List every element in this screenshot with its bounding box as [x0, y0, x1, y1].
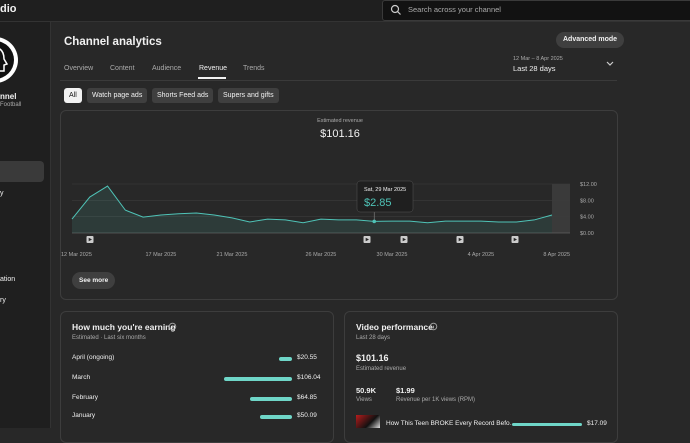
- revenue-card: [60, 110, 618, 300]
- x-tick-label: 21 Mar 2025: [217, 252, 248, 258]
- tooltip-point: [372, 219, 377, 224]
- card-subtitle: Last 28 days: [356, 335, 391, 341]
- date-label[interactable]: Last 28 days: [513, 64, 556, 73]
- tab[interactable]: Audience: [152, 65, 182, 72]
- tooltip-box: [356, 180, 414, 213]
- earnings-value-label: $106.04: [297, 374, 321, 381]
- tab[interactable]: Overview: [64, 65, 94, 72]
- video-marker-icon: [458, 237, 462, 242]
- search-placeholder: Search across your channel: [408, 5, 501, 14]
- card-title: How much you're earning: [72, 322, 176, 332]
- revenue-area: [72, 186, 552, 233]
- sidebar-item[interactable]: ation: [0, 276, 16, 283]
- search-icon: [390, 4, 401, 15]
- earnings-bar: [250, 396, 292, 401]
- earnings-bar: [278, 356, 292, 361]
- views-value: 50.9K: [356, 386, 377, 395]
- earnings-value-label: $20.55: [297, 354, 317, 361]
- x-tick-label: 4 Apr 2025: [468, 252, 495, 258]
- search-box[interactable]: [382, 0, 690, 21]
- revenue-value: $101.16: [356, 353, 389, 363]
- see-more-button[interactable]: See more: [72, 272, 116, 289]
- selected-day-band: [552, 184, 570, 233]
- rpm-value: $1.99: [396, 386, 415, 395]
- video-title[interactable]: How This Teen BROKE Every Record Befo…: [386, 420, 517, 427]
- earnings-bar: [224, 376, 292, 381]
- sidebar: [0, 22, 51, 428]
- tooltip-value: $2.85: [364, 197, 392, 209]
- revenue-chart: Estimated revenue $101.16 $0.00 $4.00 $8.00 $…: [61, 118, 597, 258]
- dropdown-arrow[interactable]: [605, 60, 615, 68]
- chart-total: $101.16: [320, 128, 360, 140]
- filter-chip[interactable]: Watch page ads: [87, 88, 148, 103]
- revenue-label: Estimated revenue: [356, 366, 407, 372]
- y-tick-label: $12.00: [580, 182, 597, 188]
- sidebar-active-item[interactable]: [0, 161, 44, 182]
- channel-name: nnel: [0, 92, 17, 101]
- date-range: 12 Mar – 8 Apr 2025: [513, 56, 563, 62]
- earnings-category: March: [72, 374, 91, 381]
- filter-chip[interactable]: Shorts Feed ads: [152, 88, 214, 103]
- tooltip-date: Sat, 29 Mar 2025: [364, 187, 406, 193]
- earnings-bar: [259, 414, 292, 419]
- x-tick-label: 30 Mar 2025: [377, 252, 408, 258]
- x-tick-label: 26 Mar 2025: [305, 252, 336, 258]
- info-icon[interactable]: [429, 322, 438, 331]
- y-tick-label: $8.00: [580, 198, 594, 204]
- tab[interactable]: Revenue: [199, 65, 228, 72]
- logo: dio: [0, 3, 17, 15]
- filter-chip[interactable]: All: [64, 88, 82, 103]
- filter-chip[interactable]: Supers and gifts: [218, 88, 279, 103]
- channel-subtitle: Football: [0, 102, 22, 108]
- info-icon[interactable]: [168, 322, 177, 331]
- x-tick-label: 12 Mar 2025: [61, 252, 92, 258]
- video-revenue-bar: [512, 423, 582, 426]
- earnings-category: February: [72, 394, 99, 401]
- advanced-mode-button[interactable]: Advanced mode: [556, 32, 625, 48]
- video-thumbnail[interactable]: [356, 415, 380, 428]
- video-marker-icon: [513, 237, 517, 242]
- video-performance-card: [344, 311, 618, 443]
- views-label: Views: [356, 397, 372, 403]
- card-subtitle: Estimated · Last six months: [72, 335, 146, 341]
- chart-title: Estimated revenue: [317, 118, 363, 124]
- video-marker-icon: [365, 237, 369, 242]
- tab[interactable]: Trends: [243, 65, 265, 72]
- card-title: Video performance: [356, 322, 433, 332]
- page-title: Channel analytics: [64, 36, 162, 48]
- tab[interactable]: Content: [110, 65, 135, 72]
- earnings-category: April (ongoing): [72, 354, 115, 361]
- earnings-value-label: $64.85: [297, 394, 317, 401]
- active-tab-indicator: [198, 77, 226, 79]
- y-tick-label: $4.00: [580, 215, 594, 221]
- channel-avatar: [0, 37, 18, 83]
- video-revenue-label: $17.09: [587, 420, 607, 427]
- x-tick-label: 8 Apr 2025: [543, 252, 570, 258]
- sidebar-item[interactable]: ry: [0, 297, 6, 304]
- rpm-label: Revenue per 1K views (RPM): [396, 397, 476, 403]
- video-marker-icon: [402, 237, 406, 242]
- revenue-line: [71, 185, 553, 224]
- earnings-category: January: [72, 412, 96, 419]
- earnings-value-label: $50.09: [297, 412, 317, 419]
- sidebar-item[interactable]: y: [0, 190, 4, 197]
- x-tick-label: 17 Mar 2025: [145, 252, 176, 258]
- y-tick-label: $0.00: [580, 231, 594, 237]
- divider: [60, 80, 617, 81]
- video-marker-icon: [88, 237, 92, 242]
